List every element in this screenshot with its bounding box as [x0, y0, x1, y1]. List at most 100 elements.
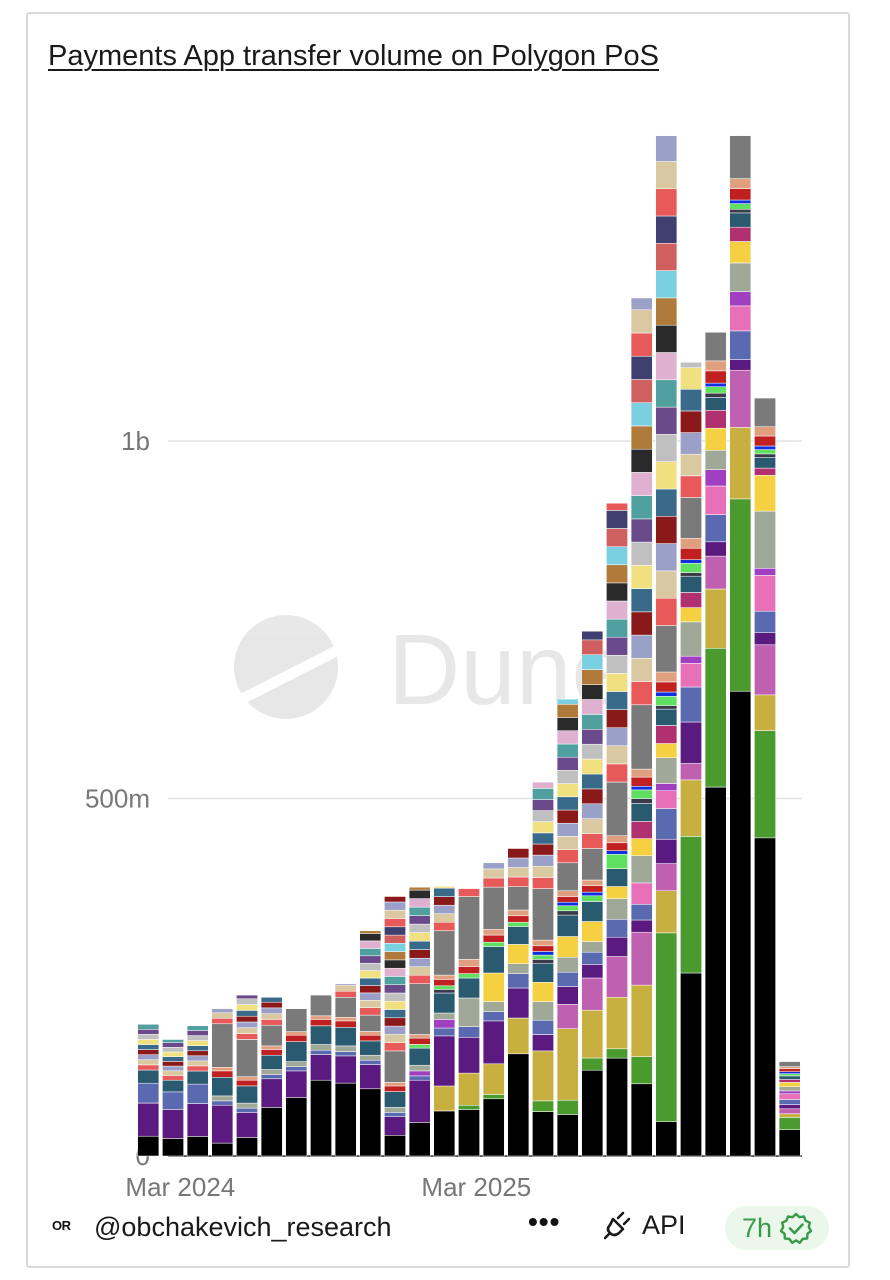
bar-segment[interactable] — [186, 1136, 209, 1157]
bar-segment[interactable] — [384, 1112, 406, 1117]
bar-segment[interactable] — [137, 1102, 160, 1137]
bar-segment[interactable] — [186, 1030, 209, 1036]
bar-segment[interactable] — [581, 1069, 604, 1157]
bar-segment[interactable] — [458, 888, 480, 897]
bar-segment[interactable] — [310, 1079, 332, 1157]
bar-segment[interactable] — [162, 1039, 184, 1043]
bar-segment[interactable] — [384, 1034, 406, 1043]
bar-stack[interactable] — [334, 983, 357, 1157]
bar-segment[interactable] — [680, 453, 702, 477]
more-options-button[interactable]: ••• — [528, 1206, 561, 1237]
bar-segment[interactable] — [729, 212, 752, 228]
bar-segment[interactable] — [680, 607, 702, 623]
bar-stack[interactable] — [606, 502, 628, 1157]
bar-segment[interactable] — [655, 696, 678, 706]
bar-segment[interactable] — [680, 621, 702, 657]
bar-segment[interactable] — [532, 982, 554, 1002]
bar-segment[interactable] — [581, 630, 604, 641]
bar-segment[interactable] — [162, 1047, 184, 1053]
bar-segment[interactable] — [384, 951, 406, 961]
bar-segment[interactable] — [729, 135, 752, 179]
bar-segment[interactable] — [137, 1082, 160, 1104]
bar-segment[interactable] — [581, 921, 604, 942]
bar-stack[interactable] — [630, 297, 653, 1157]
bar-segment[interactable] — [556, 822, 579, 837]
bar-segment[interactable] — [359, 1059, 382, 1065]
bar-segment[interactable] — [581, 977, 604, 1011]
bar-segment[interactable] — [754, 449, 776, 455]
bar-segment[interactable] — [359, 970, 382, 979]
bar-segment[interactable] — [236, 998, 258, 1005]
bar-segment[interactable] — [655, 543, 678, 572]
bar-segment[interactable] — [211, 1095, 234, 1102]
bar-segment[interactable] — [556, 796, 579, 811]
bar-segment[interactable] — [556, 704, 579, 718]
bar-segment[interactable] — [186, 1045, 209, 1052]
bar-stack[interactable] — [754, 397, 776, 1157]
bar-segment[interactable] — [211, 1142, 234, 1157]
bar-segment[interactable] — [581, 699, 604, 715]
bar-segment[interactable] — [532, 1001, 554, 1021]
bar-segment[interactable] — [334, 1055, 357, 1084]
bar-segment[interactable] — [630, 821, 653, 839]
bar-segment[interactable] — [655, 863, 678, 892]
bar-segment[interactable] — [384, 1116, 406, 1136]
bar-segment[interactable] — [729, 291, 752, 307]
bar-segment[interactable] — [482, 972, 505, 1002]
bar-segment[interactable] — [606, 618, 628, 638]
bar-segment[interactable] — [655, 839, 678, 864]
bar-segment[interactable] — [778, 1073, 801, 1077]
bar-segment[interactable] — [482, 934, 505, 943]
bar-segment[interactable] — [384, 1050, 406, 1083]
bar-segment[interactable] — [211, 1012, 234, 1019]
bar-segment[interactable] — [655, 681, 678, 693]
bar-segment[interactable] — [458, 966, 480, 974]
bar-segment[interactable] — [532, 799, 554, 811]
bar-segment[interactable] — [532, 1100, 554, 1112]
bar-segment[interactable] — [729, 226, 752, 242]
bar-segment[interactable] — [211, 1077, 234, 1097]
bar-segment[interactable] — [310, 1044, 332, 1051]
bar-segment[interactable] — [704, 392, 727, 398]
bar-segment[interactable] — [581, 895, 604, 902]
bar-segment[interactable] — [630, 919, 653, 933]
bar-segment[interactable] — [384, 1000, 406, 1010]
bar-segment[interactable] — [260, 1049, 283, 1056]
bar-segment[interactable] — [606, 850, 628, 855]
bar-segment[interactable] — [359, 1000, 382, 1008]
bar-segment[interactable] — [754, 644, 776, 696]
bar-segment[interactable] — [778, 1099, 801, 1105]
bar-segment[interactable] — [482, 868, 505, 879]
bar-segment[interactable] — [186, 1035, 209, 1041]
bar-segment[interactable] — [310, 994, 332, 1017]
bar-segment[interactable] — [236, 1102, 258, 1109]
bar-segment[interactable] — [186, 1025, 209, 1031]
bar-segment[interactable] — [655, 161, 678, 190]
bar-segment[interactable] — [754, 435, 776, 447]
bar-segment[interactable] — [778, 1082, 801, 1087]
bar-segment[interactable] — [556, 905, 579, 912]
bar-segment[interactable] — [556, 770, 579, 784]
bar-segment[interactable] — [384, 984, 406, 994]
bar-segment[interactable] — [137, 1039, 160, 1045]
bar-segment[interactable] — [186, 1060, 209, 1067]
bar-segment[interactable] — [433, 1027, 456, 1037]
bar-segment[interactable] — [630, 931, 653, 986]
bar-segment[interactable] — [408, 1064, 431, 1072]
bar-segment[interactable] — [532, 963, 554, 983]
bar-segment[interactable] — [458, 896, 480, 960]
bar-segment[interactable] — [754, 575, 776, 612]
bar-segment[interactable] — [384, 1009, 406, 1019]
bar-segment[interactable] — [359, 940, 382, 949]
bar-segment[interactable] — [704, 332, 727, 362]
bar-segment[interactable] — [630, 309, 653, 334]
bar-segment[interactable] — [630, 541, 653, 566]
bar-segment[interactable] — [655, 570, 678, 599]
bar-segment[interactable] — [334, 1051, 357, 1057]
bar-segment[interactable] — [334, 990, 357, 998]
bar-segment[interactable] — [606, 691, 628, 710]
bar-segment[interactable] — [482, 862, 505, 870]
bar-segment[interactable] — [408, 1070, 431, 1077]
bar-segment[interactable] — [359, 1054, 382, 1061]
bar-segment[interactable] — [458, 1037, 480, 1074]
